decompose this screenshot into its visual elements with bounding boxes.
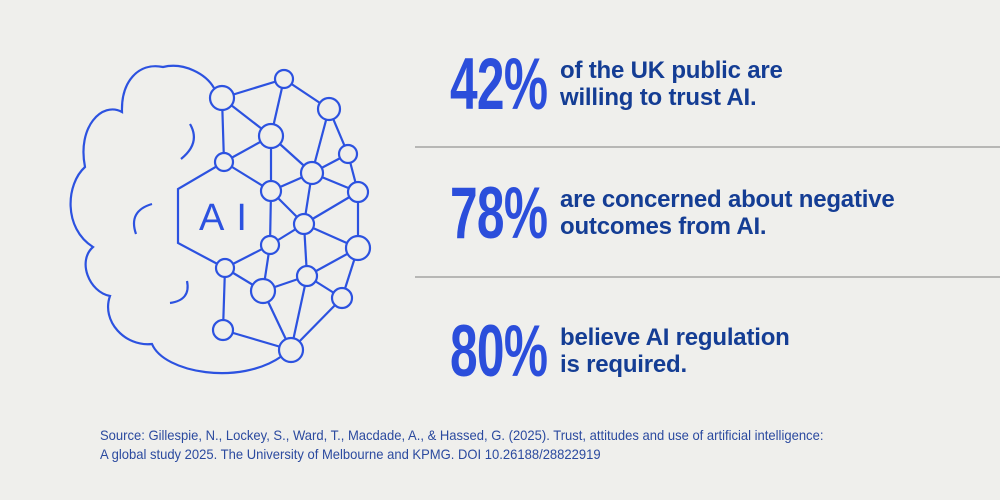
stat-row-regulation: 80% believe AI regulation is required.: [450, 310, 790, 392]
stat-text-trust: of the UK public are willing to trust AI…: [560, 57, 783, 111]
stat-value-regulation: 80%: [450, 310, 548, 392]
source-line1: Source: Gillespie, N., Lockey, S., Ward,…: [100, 427, 824, 443]
divider-1: [415, 146, 1000, 148]
source-line2: A global study 2025. The University of M…: [100, 446, 601, 462]
stat-text-line1: are concerned about negative: [560, 186, 895, 213]
stat-row-trust: 42% of the UK public are willing to trus…: [450, 43, 783, 125]
stat-value-concern: 78%: [450, 172, 548, 254]
stat-text-line2: willing to trust AI.: [560, 84, 757, 111]
stat-text-line1: believe AI regulation: [560, 324, 790, 351]
stat-text-regulation: believe AI regulation is required.: [560, 324, 790, 378]
ai-label: AI: [199, 197, 259, 239]
stat-value-trust: 42%: [450, 43, 548, 125]
source-citation: Source: Gillespie, N., Lockey, S., Ward,…: [100, 426, 823, 464]
network-nodes: [208, 68, 372, 364]
stat-text-line1: of the UK public are: [560, 57, 783, 84]
stat-text-line2: is required.: [560, 351, 687, 378]
brain-outline: [69, 64, 283, 375]
stat-text-concern: are concerned about negative outcomes fr…: [560, 186, 895, 240]
divider-2: [415, 276, 1000, 278]
stat-row-concern: 78% are concerned about negative outcome…: [450, 172, 895, 254]
ai-brain-icon: AI: [69, 64, 372, 375]
stat-text-line2: outcomes from AI.: [560, 213, 767, 240]
